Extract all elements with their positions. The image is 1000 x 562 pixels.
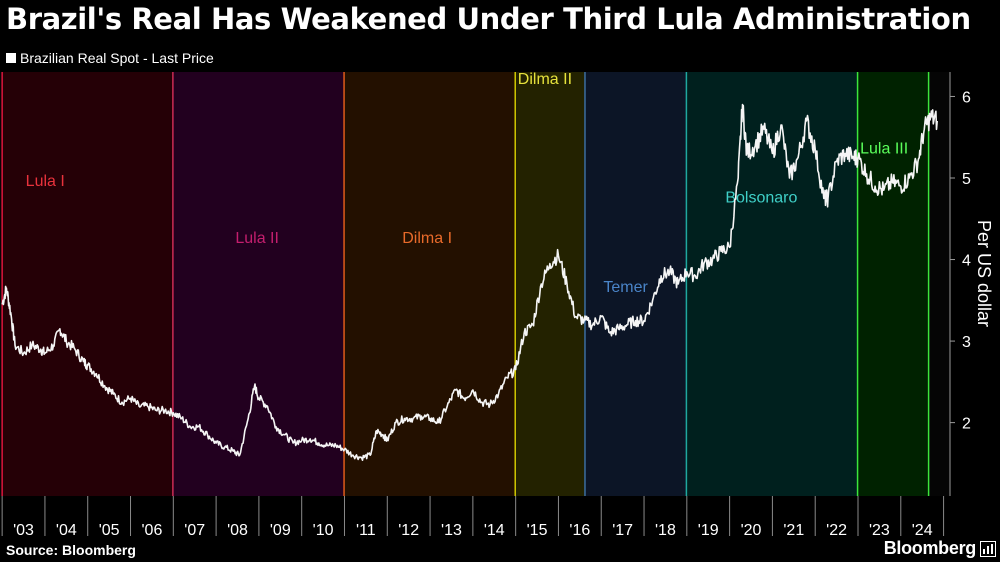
x-tick-label-4: '07 bbox=[184, 522, 205, 539]
x-tick-label-16: '19 bbox=[698, 522, 719, 539]
x-tick-label-17: '20 bbox=[741, 522, 762, 539]
x-tick-label-0: '03 bbox=[13, 522, 34, 539]
admin-band-0 bbox=[2, 72, 173, 496]
x-tick-label-21: '24 bbox=[912, 522, 933, 539]
x-tick-label-9: '12 bbox=[398, 522, 419, 539]
x-tick-label-12: '15 bbox=[527, 522, 548, 539]
brand-logo: Bloomberg bbox=[883, 538, 977, 558]
admin-label-5: Bolsonaro bbox=[725, 189, 797, 206]
chart-title: Brazil's Real Has Weakened Under Third L… bbox=[6, 2, 971, 36]
admin-label-6: Lula III bbox=[860, 141, 908, 158]
x-tick-label-6: '09 bbox=[270, 522, 291, 539]
admin-band-2 bbox=[344, 72, 516, 496]
y-tick-label-0: 2 bbox=[962, 416, 971, 433]
y-tick-label-4: 6 bbox=[962, 89, 971, 106]
admin-label-1: Lula II bbox=[235, 230, 279, 247]
chart-legend: Brazilian Real Spot - Last Price bbox=[6, 50, 214, 66]
x-tick-label-15: '18 bbox=[655, 522, 676, 539]
admin-label-2: Dilma I bbox=[402, 230, 452, 247]
price-line bbox=[1, 103, 938, 462]
x-tick-label-13: '16 bbox=[569, 522, 590, 539]
x-tick-label-2: '05 bbox=[99, 522, 120, 539]
legend-label: Brazilian Real Spot - Last Price bbox=[20, 50, 214, 66]
x-tick-label-1: '04 bbox=[56, 522, 77, 539]
admin-band-3 bbox=[515, 72, 585, 496]
bloomberg-terminal-icon bbox=[980, 541, 996, 557]
y-tick-label-3: 5 bbox=[962, 171, 971, 188]
admin-band-1 bbox=[172, 72, 345, 496]
x-tick-label-8: '11 bbox=[356, 522, 376, 539]
legend-swatch bbox=[6, 53, 16, 63]
admin-label-4: Temer bbox=[603, 279, 648, 296]
x-tick-label-7: '10 bbox=[313, 522, 334, 539]
x-tick-label-5: '08 bbox=[227, 522, 248, 539]
admin-band-4 bbox=[584, 72, 687, 496]
y-tick-label-2: 4 bbox=[962, 253, 971, 270]
x-tick-label-10: '13 bbox=[441, 522, 462, 539]
admin-band-5 bbox=[686, 72, 858, 496]
y-tick-label-1: 3 bbox=[962, 334, 971, 351]
x-tick-label-14: '17 bbox=[612, 522, 633, 539]
admin-band-6 bbox=[857, 72, 929, 496]
x-tick-label-19: '22 bbox=[826, 522, 847, 539]
x-tick-label-20: '23 bbox=[869, 522, 890, 539]
admin-label-0: Lula I bbox=[26, 173, 65, 190]
x-tick-label-3: '06 bbox=[141, 522, 162, 539]
source-note: Source: Bloomberg bbox=[6, 542, 136, 558]
y-axis-label: Per US dollar bbox=[974, 220, 994, 327]
x-tick-label-11: '14 bbox=[484, 522, 505, 539]
admin-label-3: Dilma II bbox=[518, 71, 572, 88]
x-tick-label-18: '21 bbox=[783, 522, 804, 539]
